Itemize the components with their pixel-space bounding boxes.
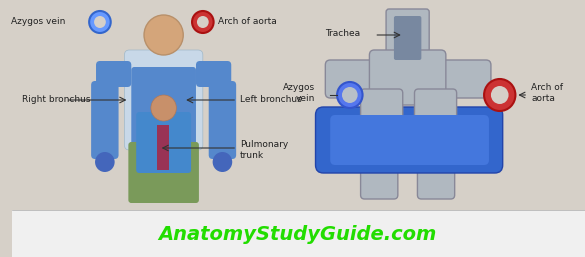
FancyBboxPatch shape: [315, 107, 503, 173]
FancyBboxPatch shape: [12, 210, 585, 257]
FancyBboxPatch shape: [125, 50, 203, 150]
FancyBboxPatch shape: [386, 9, 429, 70]
Text: Left bronchus: Left bronchus: [240, 96, 302, 105]
Circle shape: [95, 152, 115, 172]
Text: Right bronchus: Right bronchus: [22, 96, 90, 105]
Text: Arch of
aorta: Arch of aorta: [531, 83, 563, 103]
Circle shape: [212, 152, 232, 172]
FancyBboxPatch shape: [96, 61, 131, 87]
Circle shape: [151, 95, 176, 121]
Circle shape: [197, 16, 209, 28]
FancyBboxPatch shape: [325, 60, 414, 98]
FancyBboxPatch shape: [360, 89, 402, 157]
FancyBboxPatch shape: [394, 16, 421, 60]
Text: Azygos
vein: Azygos vein: [283, 83, 315, 103]
Circle shape: [484, 79, 515, 111]
FancyBboxPatch shape: [157, 125, 168, 170]
FancyBboxPatch shape: [415, 89, 457, 157]
Circle shape: [144, 15, 183, 55]
FancyBboxPatch shape: [330, 115, 489, 165]
Circle shape: [337, 82, 363, 108]
Circle shape: [342, 87, 357, 103]
FancyBboxPatch shape: [196, 61, 231, 87]
FancyBboxPatch shape: [360, 151, 398, 199]
FancyBboxPatch shape: [209, 81, 236, 159]
Circle shape: [89, 11, 111, 33]
FancyBboxPatch shape: [131, 67, 196, 148]
Text: Arch of aorta: Arch of aorta: [218, 17, 276, 26]
FancyBboxPatch shape: [136, 112, 191, 173]
Text: AnatomyStudyGuide.com: AnatomyStudyGuide.com: [159, 225, 437, 243]
FancyBboxPatch shape: [369, 50, 446, 105]
FancyBboxPatch shape: [402, 60, 491, 98]
Text: Pulmonary
trunk: Pulmonary trunk: [240, 140, 288, 160]
Circle shape: [192, 11, 214, 33]
Circle shape: [94, 16, 106, 28]
FancyBboxPatch shape: [91, 81, 119, 159]
FancyBboxPatch shape: [418, 151, 455, 199]
Text: Trachea: Trachea: [325, 29, 360, 38]
Text: Azygos vein: Azygos vein: [11, 17, 66, 26]
FancyBboxPatch shape: [315, 10, 570, 205]
Circle shape: [491, 86, 508, 104]
FancyBboxPatch shape: [128, 142, 199, 203]
